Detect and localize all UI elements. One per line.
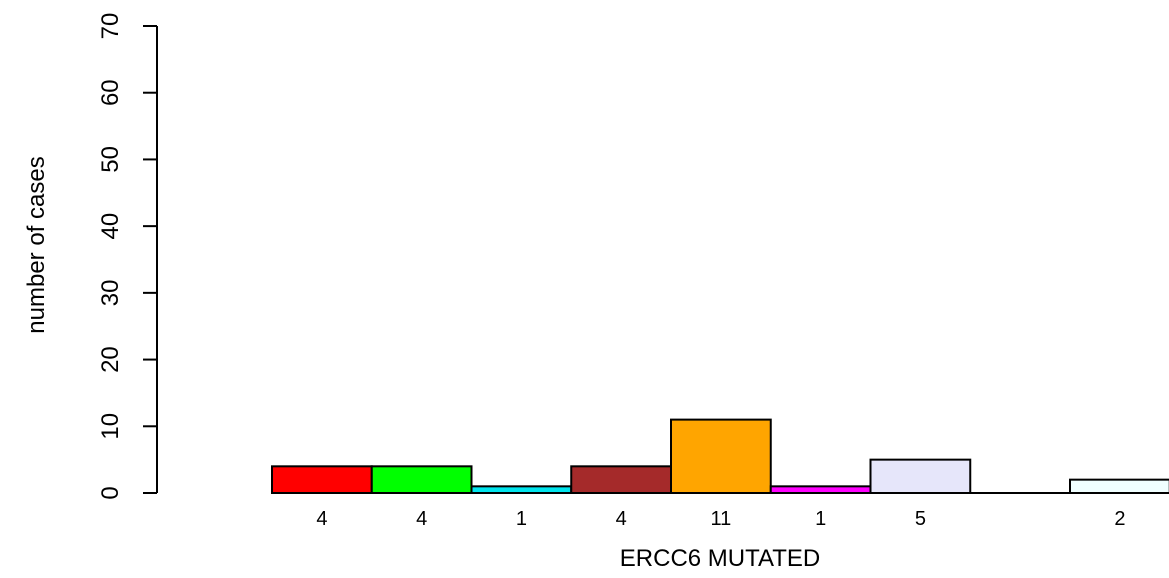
bar-value-label: 4 bbox=[616, 508, 627, 530]
bars bbox=[271, 418, 1169, 495]
bar-value-label: 5 bbox=[915, 508, 926, 530]
bar bbox=[271, 465, 373, 495]
y-tick-label: 70 bbox=[97, 13, 124, 40]
y-tick-label: 10 bbox=[97, 413, 124, 440]
bar bbox=[869, 458, 972, 494]
y-tick-label: 30 bbox=[97, 280, 124, 307]
bar bbox=[670, 418, 772, 494]
bar bbox=[370, 465, 473, 495]
bar-labels: 4 4 1 4 11 1 5 2 bbox=[316, 508, 1125, 530]
y-axis-title: number of cases bbox=[23, 156, 50, 333]
y-tick-label: 50 bbox=[97, 146, 124, 173]
bar-value-label: 1 bbox=[516, 508, 527, 530]
x-axis-title: ERCC6 MUTATED bbox=[620, 545, 820, 572]
y-tick-label: 20 bbox=[97, 346, 124, 373]
bar-value-label: 2 bbox=[1114, 508, 1125, 530]
bar bbox=[570, 465, 672, 495]
bar bbox=[1069, 478, 1169, 494]
bar bbox=[769, 485, 872, 495]
bar bbox=[470, 485, 573, 495]
bar-value-label: 11 bbox=[710, 508, 731, 530]
bar-value-label: 4 bbox=[416, 508, 427, 530]
y-tick-label: 0 bbox=[97, 486, 124, 499]
bar-value-label: 1 bbox=[815, 508, 826, 530]
y-axis: 0 10 20 30 40 50 60 70 bbox=[97, 13, 158, 500]
y-tick-label: 60 bbox=[97, 79, 124, 106]
bar-value-label: 4 bbox=[316, 508, 327, 530]
y-tick-label: 40 bbox=[97, 213, 124, 240]
